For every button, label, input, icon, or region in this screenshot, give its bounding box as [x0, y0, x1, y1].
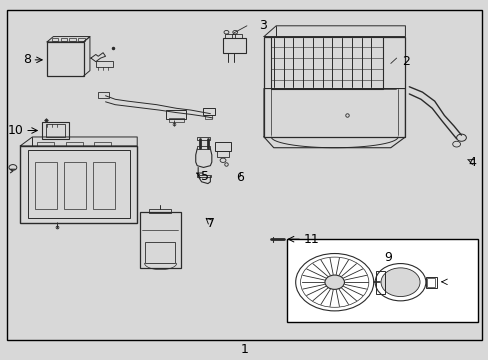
Bar: [69, 38, 76, 41]
Bar: [42, 122, 69, 139]
Bar: [271, 37, 383, 89]
Text: 10: 10: [8, 124, 23, 137]
Bar: [264, 37, 405, 137]
Bar: [78, 38, 84, 41]
Bar: [204, 116, 211, 119]
Text: 5: 5: [200, 170, 208, 183]
Bar: [287, 239, 477, 321]
Text: 3: 3: [259, 19, 266, 32]
Text: 1: 1: [240, 343, 248, 356]
Bar: [64, 162, 86, 209]
Bar: [203, 108, 215, 115]
Bar: [144, 242, 174, 263]
Circle shape: [325, 275, 344, 289]
Bar: [61, 38, 67, 41]
Bar: [375, 271, 384, 294]
Text: 11: 11: [304, 233, 319, 246]
Bar: [425, 277, 436, 288]
Bar: [196, 175, 211, 177]
Text: 2: 2: [402, 55, 409, 68]
Bar: [37, 141, 54, 146]
Bar: [94, 141, 111, 146]
Bar: [232, 34, 242, 39]
Bar: [65, 141, 82, 146]
Bar: [217, 151, 228, 157]
Bar: [197, 137, 210, 140]
Bar: [197, 146, 210, 149]
Text: 7: 7: [207, 216, 215, 230]
Text: 4: 4: [468, 156, 476, 168]
Bar: [20, 146, 137, 223]
Bar: [35, 162, 57, 209]
Bar: [98, 92, 109, 98]
Bar: [215, 142, 230, 151]
Bar: [168, 118, 183, 122]
Bar: [427, 278, 434, 287]
Bar: [149, 210, 171, 213]
Bar: [47, 42, 83, 76]
Bar: [52, 38, 58, 41]
Text: 9: 9: [384, 251, 391, 264]
Bar: [45, 125, 65, 136]
Bar: [222, 39, 245, 53]
Text: 8: 8: [23, 53, 31, 66]
Bar: [96, 60, 113, 67]
Bar: [93, 162, 115, 209]
Bar: [140, 212, 181, 268]
Bar: [224, 34, 234, 39]
Text: 6: 6: [235, 171, 243, 184]
Bar: [166, 110, 185, 119]
Circle shape: [380, 268, 419, 297]
Bar: [27, 149, 130, 218]
